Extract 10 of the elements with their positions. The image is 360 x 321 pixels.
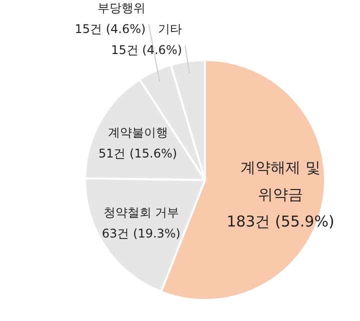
data-label: 15건 (4.6%) xyxy=(111,43,182,58)
slice-label: 기타 xyxy=(158,22,182,36)
data-label: 51건 (15.6%) xyxy=(98,146,178,161)
slice-label: 계약불이행 xyxy=(108,126,168,140)
slice-label: 계약해제 및 위약금 xyxy=(240,158,320,204)
data-label: 183건 (55.9%) xyxy=(226,212,334,231)
data-label: 63건 (19.3%) xyxy=(102,226,181,240)
slice-label: 청약철회 거부 xyxy=(103,205,180,220)
slice-label: 부당행위 xyxy=(98,0,146,15)
data-label: 15건 (4.6%) xyxy=(74,22,146,36)
